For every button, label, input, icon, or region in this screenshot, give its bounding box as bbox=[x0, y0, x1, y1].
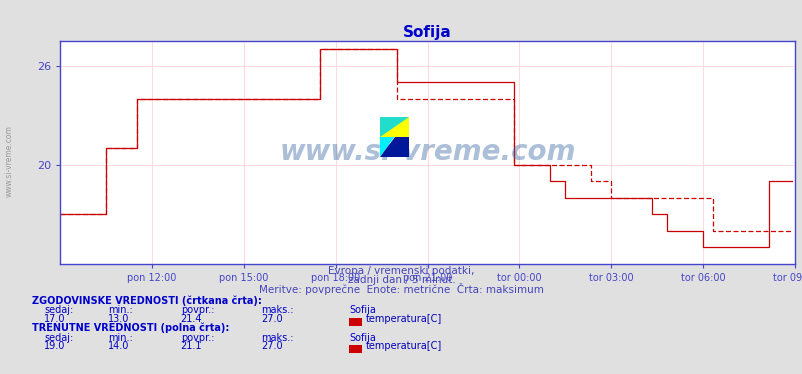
Text: Sofija: Sofija bbox=[349, 333, 375, 343]
Text: Meritve: povprečne  Enote: metrične  Črta: maksimum: Meritve: povprečne Enote: metrične Črta:… bbox=[259, 283, 543, 295]
Text: 21.4: 21.4 bbox=[180, 314, 202, 324]
Text: www.si-vreme.com: www.si-vreme.com bbox=[279, 138, 575, 166]
Text: maks.:: maks.: bbox=[261, 333, 293, 343]
Text: maks.:: maks.: bbox=[261, 306, 293, 315]
Text: 27.0: 27.0 bbox=[261, 341, 282, 351]
Text: 14.0: 14.0 bbox=[108, 341, 130, 351]
Text: povpr.:: povpr.: bbox=[180, 306, 214, 315]
Text: sedaj:: sedaj: bbox=[44, 306, 73, 315]
Polygon shape bbox=[379, 137, 394, 157]
Text: Sofija: Sofija bbox=[349, 306, 375, 315]
Text: temperatura[C]: temperatura[C] bbox=[366, 314, 442, 324]
Text: zadnji dan / 5 minut.: zadnji dan / 5 minut. bbox=[347, 276, 455, 285]
Polygon shape bbox=[379, 117, 409, 137]
Text: 27.0: 27.0 bbox=[261, 314, 282, 324]
Text: 21.1: 21.1 bbox=[180, 341, 202, 351]
Text: ZGODOVINSKE VREDNOSTI (črtkana črta):: ZGODOVINSKE VREDNOSTI (črtkana črta): bbox=[32, 295, 261, 306]
Text: TRENUTNE VREDNOSTI (polna črta):: TRENUTNE VREDNOSTI (polna črta): bbox=[32, 323, 229, 333]
Text: 19.0: 19.0 bbox=[44, 341, 66, 351]
Text: min.:: min.: bbox=[108, 306, 133, 315]
Polygon shape bbox=[379, 117, 409, 137]
Text: min.:: min.: bbox=[108, 333, 133, 343]
Text: 17.0: 17.0 bbox=[44, 314, 66, 324]
Text: temperatura[C]: temperatura[C] bbox=[366, 341, 442, 351]
Polygon shape bbox=[379, 137, 409, 157]
FancyBboxPatch shape bbox=[379, 117, 409, 137]
Title: Sofija: Sofija bbox=[403, 25, 452, 40]
Text: povpr.:: povpr.: bbox=[180, 333, 214, 343]
Text: www.si-vreme.com: www.si-vreme.com bbox=[5, 125, 14, 197]
Text: Evropa / vremenski podatki,: Evropa / vremenski podatki, bbox=[328, 266, 474, 276]
Text: sedaj:: sedaj: bbox=[44, 333, 73, 343]
Text: 13.0: 13.0 bbox=[108, 314, 130, 324]
